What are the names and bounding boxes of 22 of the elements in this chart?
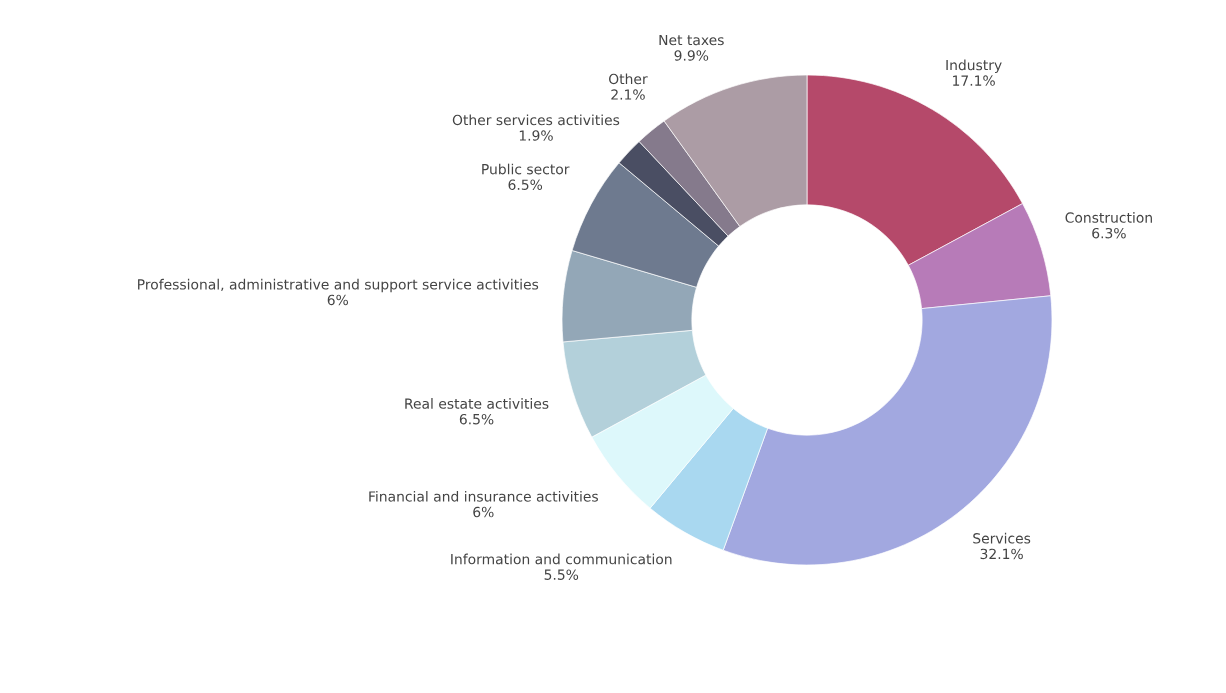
slice-label: Real estate activities (405, 398, 549, 409)
slice-label: Other (609, 73, 648, 85)
slice-label: Financial and insurance activities (369, 490, 598, 502)
slice-label: Public sector (482, 163, 570, 175)
data-label: 6.5% (508, 179, 543, 190)
slice-label: Industry (946, 59, 1002, 73)
slice-label: Information and communication (451, 553, 672, 565)
slice-label: Professional, administrative and support service activities (138, 278, 539, 293)
slice-label: Other services activities (452, 114, 620, 126)
data-label: 6.5% (459, 413, 494, 425)
data-label: 5.5% (544, 569, 579, 580)
slice-label: Services (973, 532, 1031, 544)
data-label: 6% (473, 506, 494, 518)
data-label: 6% (327, 294, 349, 306)
data-label: 9.9% (674, 50, 709, 61)
data-label: 32.1% (980, 548, 1023, 560)
slice-label: Construction (1065, 212, 1152, 223)
data-label: 6.3% (1092, 227, 1126, 239)
data-label: 1.9% (519, 130, 553, 141)
slice-label: Net taxes (659, 34, 724, 46)
data-label: 17.1% (953, 75, 995, 86)
data-label: 2.1% (611, 89, 645, 100)
